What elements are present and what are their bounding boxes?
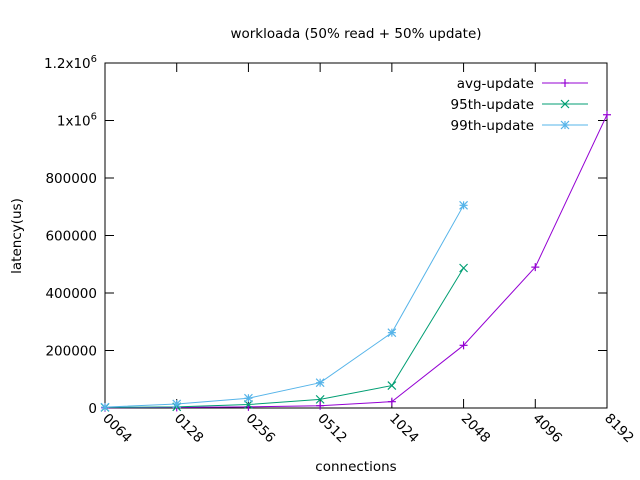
- x-tick-label: 8192: [601, 411, 637, 447]
- x-tick-label: 0512: [314, 411, 350, 447]
- legend: avg-update 95th-update 99th-update: [451, 76, 588, 134]
- data-point: [561, 79, 569, 87]
- legend-label: avg-update: [457, 76, 534, 92]
- data-point: [387, 397, 396, 406]
- data-point: [315, 378, 325, 388]
- data-point: [387, 328, 397, 338]
- plot-frame: [104, 62, 608, 409]
- chart-title: workloada (50% read + 50% update): [230, 26, 481, 42]
- data-point: [387, 381, 397, 390]
- data-point: [315, 394, 325, 404]
- x-tick-label: 2048: [458, 411, 494, 447]
- data-point: [459, 341, 468, 350]
- series-line: [104, 267, 464, 408]
- data-point: [603, 110, 611, 119]
- legend-label: 99th-update: [451, 118, 534, 134]
- series-line: [104, 114, 608, 409]
- data-point: [316, 401, 325, 410]
- x-tick-label: 0256: [243, 411, 279, 447]
- series-line: [104, 205, 465, 408]
- y-tick-label: 400000: [45, 286, 97, 302]
- data-point: [459, 200, 468, 210]
- y-tick-label: 1.2x106: [44, 54, 97, 72]
- x-tick-label: 4096: [529, 411, 565, 447]
- data-point: [244, 400, 253, 409]
- y-tick-label: 1x106: [57, 112, 97, 130]
- data-point: [560, 99, 570, 109]
- y-tick-label: 200000: [45, 344, 97, 360]
- x-axis-label: connections: [315, 459, 396, 475]
- data-point: [459, 263, 468, 273]
- y-tick-label: 800000: [45, 171, 97, 187]
- y-axis-label: latency(us): [9, 198, 25, 274]
- data-point: [244, 393, 253, 403]
- y-axis: 0 200000 400000 600000 800000 1x106 1.2x106: [44, 54, 607, 417]
- data-point: [531, 263, 540, 272]
- x-tick-label: 0128: [171, 411, 207, 447]
- data-point: [560, 120, 570, 130]
- x-axis: 0064 0128 0256 0512 1024 2048 4096 8192: [99, 63, 637, 446]
- series-layer: [100, 110, 611, 412]
- x-tick-label: 0064: [99, 411, 135, 447]
- data-point: [100, 402, 110, 412]
- y-tick-label: 0: [88, 401, 97, 417]
- y-tick-label: 600000: [45, 229, 97, 245]
- legend-label: 95th-update: [451, 97, 534, 113]
- x-tick-label: 1024: [386, 411, 422, 447]
- data-point: [172, 399, 182, 409]
